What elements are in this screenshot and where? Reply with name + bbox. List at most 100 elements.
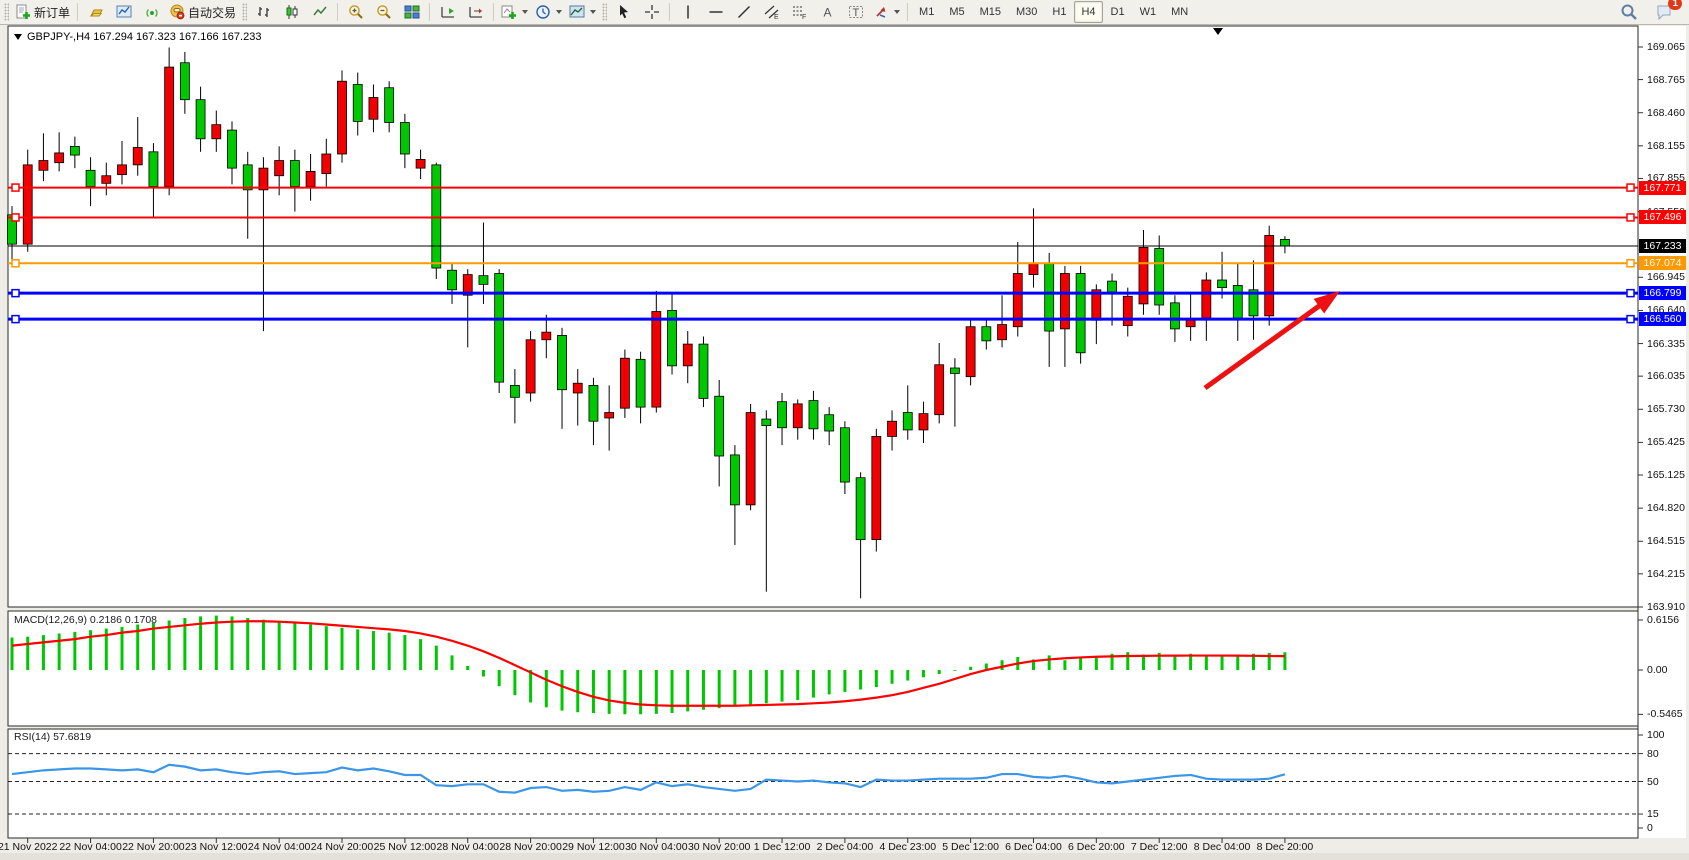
candle[interactable] [698, 343, 709, 399]
price-shift-marker[interactable] [1213, 28, 1223, 35]
channel-button[interactable]: E [758, 1, 785, 24]
candle[interactable] [227, 129, 237, 169]
line-handle[interactable] [11, 213, 20, 222]
notification-badge[interactable]: 1 [1668, 0, 1682, 10]
cursor-button[interactable] [610, 1, 637, 24]
candle[interactable] [337, 80, 347, 155]
candle[interactable] [745, 412, 756, 506]
candle[interactable] [1170, 302, 1180, 330]
candle[interactable] [148, 151, 159, 187]
candle[interactable] [1264, 235, 1275, 317]
candle[interactable] [808, 400, 819, 430]
trendline-button[interactable] [730, 1, 757, 24]
text-button[interactable]: A [814, 1, 841, 24]
candle[interactable] [1122, 295, 1133, 327]
rsi-panel[interactable] [7, 728, 1639, 839]
candle[interactable] [289, 160, 300, 187]
macd-panel[interactable] [7, 610, 1639, 727]
deposit-button[interactable] [82, 1, 109, 24]
candle[interactable] [887, 420, 897, 437]
timeframe-m30[interactable]: M30 [1016, 6, 1038, 18]
candle[interactable] [85, 169, 96, 187]
tile-windows-button[interactable] [398, 1, 425, 24]
candle[interactable] [69, 145, 80, 156]
candle[interactable] [918, 413, 929, 431]
candle[interactable] [384, 87, 395, 123]
candle[interactable] [54, 152, 65, 164]
candle[interactable] [1138, 247, 1149, 305]
line-handle[interactable] [1626, 288, 1635, 298]
candle[interactable] [305, 170, 316, 187]
line-handle[interactable] [11, 259, 20, 268]
candle[interactable] [604, 412, 615, 419]
timeframe-m15[interactable]: M15 [979, 6, 1001, 18]
candle[interactable] [541, 331, 552, 341]
candle[interactable] [1217, 279, 1227, 289]
auto-trade-button[interactable]: 自动交易 [166, 1, 239, 24]
candle[interactable] [777, 401, 787, 429]
candle[interactable] [352, 84, 363, 122]
candle[interactable] [1060, 273, 1070, 330]
candle[interactable] [1248, 289, 1259, 317]
candle[interactable] [855, 477, 866, 541]
periods-button[interactable] [532, 1, 565, 24]
line-handle[interactable] [1626, 213, 1635, 222]
market-window-button[interactable] [110, 1, 137, 24]
candle[interactable] [462, 274, 473, 296]
candle[interactable] [242, 164, 253, 191]
candle[interactable] [509, 384, 520, 398]
price-axis-area[interactable] [1638, 26, 1686, 838]
candlestick-chart-button[interactable] [278, 1, 305, 24]
candle[interactable] [871, 436, 882, 541]
vertical-line-button[interactable] [674, 1, 701, 24]
candle[interactable] [368, 97, 379, 120]
timeframe-h1[interactable]: H1 [1052, 6, 1067, 18]
candle[interactable] [22, 164, 33, 245]
candle[interactable] [667, 310, 677, 367]
candle[interactable] [321, 153, 332, 174]
signals-button[interactable] [138, 1, 165, 24]
candle[interactable] [494, 273, 505, 383]
candle[interactable] [274, 160, 285, 177]
chart-shift-button[interactable] [434, 1, 461, 24]
price-panel[interactable] [7, 25, 1639, 608]
candle[interactable] [38, 160, 49, 171]
candle[interactable] [1154, 248, 1165, 306]
candle[interactable] [619, 357, 630, 409]
search-button[interactable] [1615, 1, 1642, 24]
candle[interactable] [447, 269, 457, 291]
candle[interactable] [525, 339, 536, 394]
line-handle[interactable] [1626, 259, 1635, 268]
line-handle[interactable] [1626, 314, 1635, 324]
line-handle[interactable] [11, 314, 20, 324]
candle[interactable] [415, 159, 426, 169]
timeframe-h4[interactable]: H4 [1074, 1, 1103, 23]
candle[interactable] [101, 175, 112, 184]
timeframe-w1[interactable]: W1 [1139, 6, 1157, 18]
candle[interactable] [399, 122, 410, 155]
trend-arrow-head[interactable] [1313, 291, 1340, 314]
line-handle[interactable] [1626, 183, 1635, 192]
bar-chart-button[interactable] [250, 1, 277, 24]
trend-arrow[interactable] [1203, 298, 1329, 391]
candle[interactable] [132, 147, 143, 166]
arrows-button[interactable] [870, 1, 903, 24]
candle[interactable] [635, 358, 646, 408]
candle[interactable] [478, 275, 489, 285]
timeframe-m1[interactable]: M1 [919, 6, 935, 18]
candle[interactable] [1044, 263, 1055, 332]
candle[interactable] [981, 326, 992, 342]
line-handle[interactable] [11, 288, 20, 298]
candle[interactable] [902, 412, 913, 431]
crosshair-button[interactable] [638, 1, 665, 24]
line-chart-button[interactable] [306, 1, 333, 24]
candle[interactable] [1107, 280, 1117, 293]
candle[interactable] [682, 343, 693, 367]
fibonacci-button[interactable]: F [786, 1, 813, 24]
candle[interactable] [258, 167, 269, 191]
timeframe-mn[interactable]: MN [1171, 6, 1189, 18]
candle[interactable] [164, 66, 175, 187]
community-button[interactable]: 1 [1650, 0, 1682, 24]
candle[interactable] [839, 427, 850, 483]
candle[interactable] [651, 311, 662, 408]
